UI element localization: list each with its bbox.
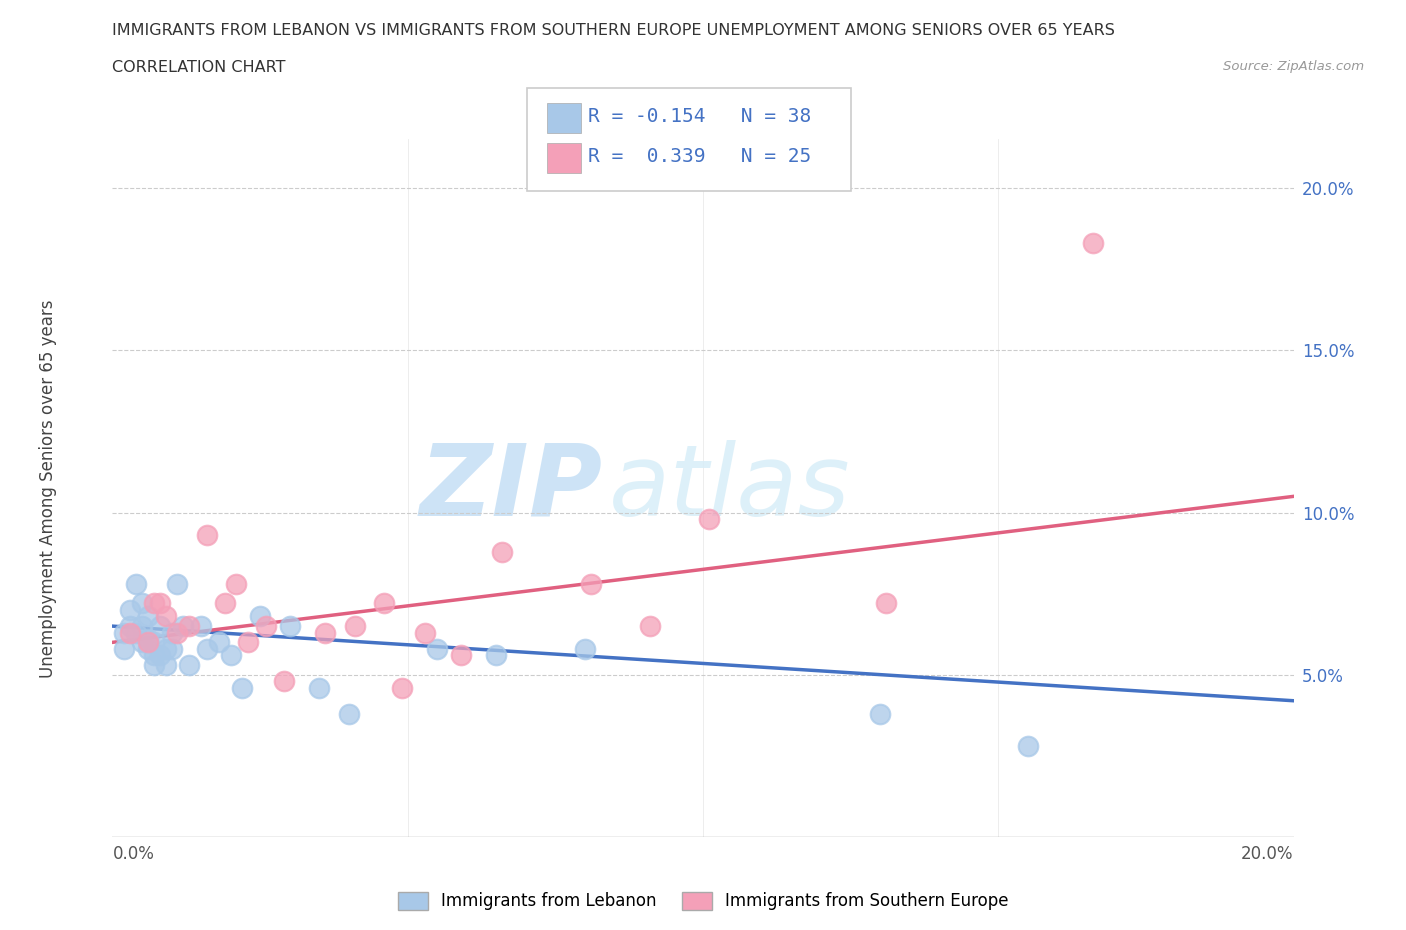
- Point: [238, 635, 260, 650]
- Point: [869, 706, 891, 721]
- Text: 20.0%: 20.0%: [1241, 845, 1294, 863]
- Point: [149, 596, 172, 611]
- Point: [131, 596, 153, 611]
- Point: [214, 596, 236, 611]
- Text: atlas: atlas: [609, 440, 851, 537]
- Point: [179, 618, 201, 633]
- Point: [120, 625, 142, 640]
- Text: CORRELATION CHART: CORRELATION CHART: [112, 60, 285, 75]
- Point: [179, 658, 201, 672]
- Text: Source: ZipAtlas.com: Source: ZipAtlas.com: [1223, 60, 1364, 73]
- Point: [160, 642, 183, 657]
- Point: [231, 681, 253, 696]
- Point: [120, 618, 142, 633]
- Point: [638, 618, 661, 633]
- Point: [136, 609, 159, 624]
- Point: [195, 528, 218, 543]
- Point: [149, 648, 172, 663]
- Point: [112, 642, 135, 657]
- Point: [142, 635, 165, 650]
- Point: [308, 681, 330, 696]
- Point: [208, 635, 231, 650]
- Point: [373, 596, 395, 611]
- Text: R = -0.154   N = 38: R = -0.154 N = 38: [588, 107, 811, 126]
- Text: Unemployment Among Seniors over 65 years: Unemployment Among Seniors over 65 years: [38, 299, 56, 677]
- Point: [112, 625, 135, 640]
- Point: [160, 625, 183, 640]
- Point: [136, 642, 159, 657]
- Point: [166, 625, 188, 640]
- Point: [142, 658, 165, 672]
- Point: [697, 512, 720, 526]
- Text: 0.0%: 0.0%: [112, 845, 155, 863]
- Point: [155, 658, 177, 672]
- Point: [155, 609, 177, 624]
- Point: [131, 635, 153, 650]
- Point: [131, 618, 153, 633]
- Point: [485, 648, 508, 663]
- Point: [254, 618, 277, 633]
- Text: IMMIGRANTS FROM LEBANON VS IMMIGRANTS FROM SOUTHERN EUROPE UNEMPLOYMENT AMONG SE: IMMIGRANTS FROM LEBANON VS IMMIGRANTS FR…: [112, 23, 1115, 38]
- Point: [343, 618, 366, 633]
- Point: [172, 618, 194, 633]
- Point: [136, 635, 159, 650]
- Point: [491, 544, 513, 559]
- Point: [195, 642, 218, 657]
- Text: ZIP: ZIP: [419, 440, 603, 537]
- Point: [142, 648, 165, 663]
- Point: [125, 625, 148, 640]
- Point: [1081, 236, 1104, 251]
- Point: [391, 681, 413, 696]
- Point: [875, 596, 897, 611]
- Point: [415, 625, 437, 640]
- Point: [225, 577, 247, 591]
- Point: [142, 596, 165, 611]
- Text: R =  0.339   N = 25: R = 0.339 N = 25: [588, 147, 811, 166]
- Point: [574, 642, 596, 657]
- Point: [149, 618, 172, 633]
- Point: [579, 577, 602, 591]
- Point: [450, 648, 472, 663]
- Point: [249, 609, 271, 624]
- Point: [120, 603, 142, 618]
- Legend: Immigrants from Lebanon, Immigrants from Southern Europe: Immigrants from Lebanon, Immigrants from…: [391, 885, 1015, 917]
- Point: [190, 618, 212, 633]
- Point: [426, 642, 449, 657]
- Point: [136, 631, 159, 646]
- Point: [1017, 738, 1039, 753]
- Point: [219, 648, 242, 663]
- Point: [155, 642, 177, 657]
- Point: [273, 674, 295, 689]
- Point: [166, 577, 188, 591]
- Point: [314, 625, 336, 640]
- Point: [337, 706, 360, 721]
- Point: [278, 618, 301, 633]
- Point: [125, 577, 148, 591]
